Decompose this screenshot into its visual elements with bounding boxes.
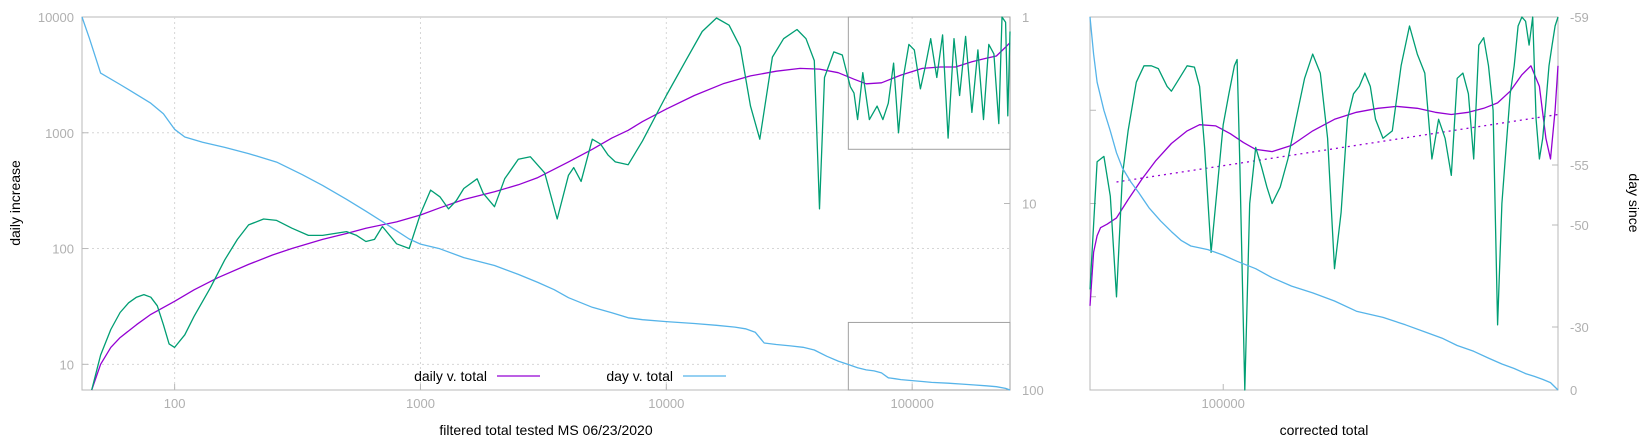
y-tick-label: 1000	[45, 126, 74, 141]
left-plot-frame	[81, 16, 1011, 391]
series-line-day-v-total	[81, 16, 1011, 391]
series-line-1	[91, 16, 1011, 391]
right-x-axis-label: corrected total	[1280, 422, 1369, 438]
x-tick-label: 100000	[1202, 396, 1245, 411]
right-y2-axis-label: day since	[1626, 173, 1640, 232]
x-tick-label: 1000	[406, 396, 435, 411]
right-series-line-1	[1116, 113, 1559, 183]
series-line-daily-v-total	[91, 42, 1011, 391]
right-series-line-3	[1089, 16, 1559, 391]
right-series-line-0	[1089, 65, 1559, 306]
left-chart-panel: 100 1000 10000 100000 10 100 1000 10000 1 10 100 f…	[7, 10, 1044, 438]
y2-tick-label: 10	[1022, 197, 1036, 212]
right-series-line-2	[1089, 16, 1559, 391]
y-tick-label: 10000	[38, 10, 74, 25]
x-tick-label: 10000	[648, 396, 684, 411]
left-x-axis-label: filtered total tested MS 06/23/2020	[439, 422, 652, 438]
y-tick-label: 10	[60, 357, 74, 372]
left-zoom-boxes	[847, 16, 1011, 391]
y2-tick-label: 0	[1570, 383, 1577, 398]
y2-tick-label: -50	[1570, 218, 1589, 233]
left-series-group	[81, 16, 1011, 391]
x-tick-label: 100000	[890, 396, 933, 411]
left-gridlines	[82, 17, 1010, 390]
y2-tick-label: -55	[1570, 158, 1589, 173]
left-axis-ticks: 100 1000 10000 100000 10 100 1000 10000 1 10 100	[38, 10, 1044, 411]
y2-tick-label: -59	[1570, 10, 1589, 25]
left-y-axis-label: daily increase	[7, 160, 23, 246]
legend: daily v. total day v. total	[414, 368, 726, 384]
zoom-box	[847, 321, 1011, 391]
right-chart-panel: 100000 -59 -55 -50 -30 0 corrected total day …	[1089, 10, 1640, 438]
y2-tick-label: 100	[1022, 383, 1044, 398]
y-tick-label: 100	[52, 242, 74, 257]
y2-tick-label: 1	[1022, 10, 1029, 25]
right-series-group	[1089, 16, 1559, 391]
y2-tick-label: -30	[1570, 320, 1589, 335]
x-tick-label: 100	[164, 396, 186, 411]
legend-label-daily: daily v. total	[414, 368, 487, 384]
legend-label-day: day v. total	[606, 368, 673, 384]
zoom-box	[847, 16, 1011, 150]
right-axis-ticks: 100000 -59 -55 -50 -30 0	[1090, 10, 1589, 411]
